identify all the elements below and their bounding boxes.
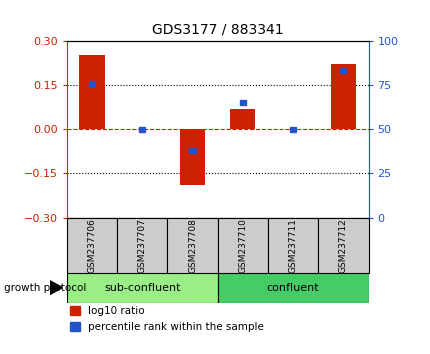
Bar: [340, 68, 346, 73]
Bar: [180, 129, 205, 185]
Text: GSM237708: GSM237708: [187, 218, 197, 273]
Bar: [289, 126, 295, 132]
Polygon shape: [49, 280, 62, 295]
Bar: [67, 218, 117, 273]
Bar: [167, 218, 217, 273]
Bar: [239, 100, 245, 105]
Bar: [79, 56, 104, 129]
Bar: [267, 218, 317, 273]
Bar: [317, 218, 368, 273]
Bar: [117, 218, 167, 273]
Bar: [330, 64, 355, 129]
Bar: [67, 273, 217, 303]
Text: GSM237710: GSM237710: [238, 218, 247, 273]
Bar: [217, 273, 368, 303]
Bar: [70, 322, 80, 331]
Text: percentile rank within the sample: percentile rank within the sample: [88, 321, 263, 332]
Bar: [230, 109, 255, 129]
Text: growth protocol: growth protocol: [4, 282, 86, 293]
Title: GDS3177 / 883341: GDS3177 / 883341: [151, 23, 283, 37]
Text: log10 ratio: log10 ratio: [88, 306, 144, 316]
Text: GSM237707: GSM237707: [138, 218, 146, 273]
Bar: [139, 126, 145, 132]
Bar: [89, 80, 95, 86]
Text: GSM237706: GSM237706: [87, 218, 96, 273]
Bar: [70, 306, 80, 315]
Bar: [217, 218, 267, 273]
Text: sub-confluent: sub-confluent: [104, 282, 180, 293]
Bar: [189, 148, 195, 153]
Text: confluent: confluent: [266, 282, 319, 293]
Text: GSM237712: GSM237712: [338, 218, 347, 273]
Text: GSM237711: GSM237711: [288, 218, 297, 273]
